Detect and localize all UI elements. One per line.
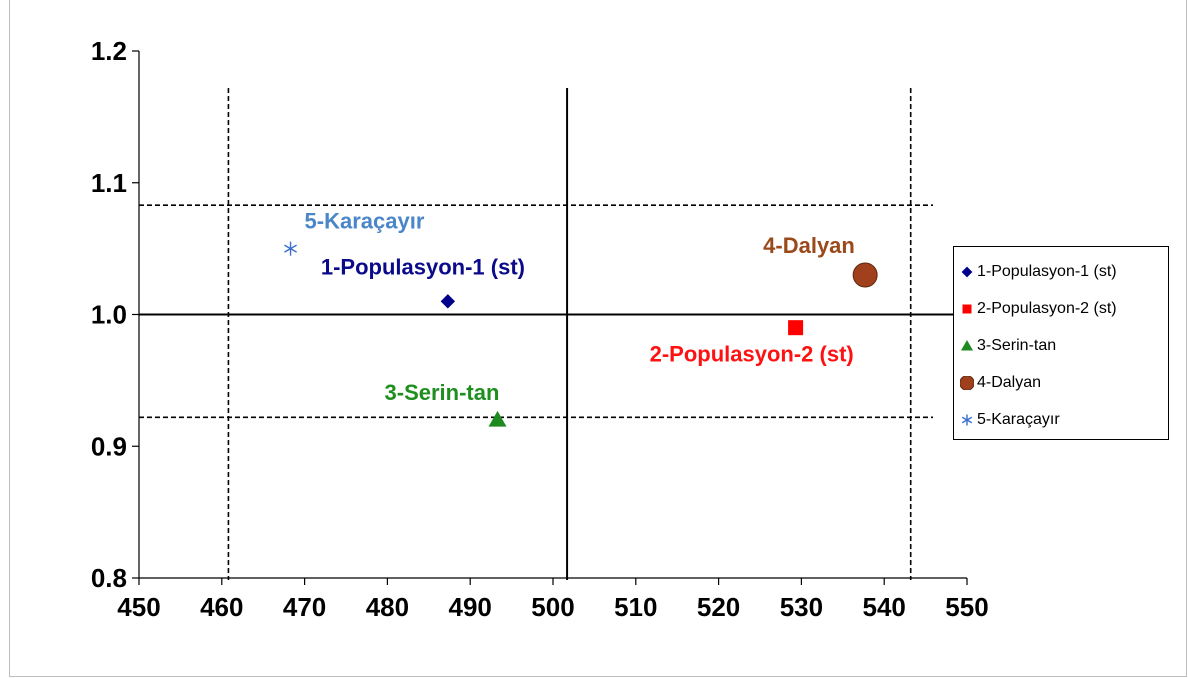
legend: 1-Populasyon-1 (st) 2-Populasyon-2 (st) 3-… [953,246,1169,440]
legend-marker-shape [962,304,972,313]
legend-label: 2-Populasyon-2 (st) [977,299,1117,317]
legend-label: 3-Serin-tan [977,336,1057,354]
point-label-3: 3-Serin-tan [385,380,500,405]
y-tick-label: 1.0 [91,300,127,330]
legend-marker-shape [961,339,973,350]
legend-marker-4 [960,375,974,390]
legend-marker-shape [961,266,973,277]
x-tick-label: 470 [283,592,326,622]
legend-item-3: 3-Serin-tan [954,327,1168,364]
asterisk-stroke [961,416,973,423]
x-tick-label: 550 [945,592,988,622]
legend-marker-shape [961,414,973,425]
x-tick-label: 510 [614,592,657,622]
point-2 [788,320,804,336]
legend-marker-5 [961,414,973,425]
legend-item-4: 4-Dalyan [954,364,1168,401]
point-5 [284,241,297,256]
asterisk-stroke [284,244,297,253]
y-tick-label: 1.2 [91,36,127,66]
x-tick-label: 530 [780,592,823,622]
point-labels: 1-Populasyon-1 (st) 2-Populasyon-2 (st) 3-… [305,209,855,405]
axes [132,50,968,585]
legend-item-1: 1-Populasyon-1 (st) [954,253,1168,290]
legend-item-5: 5-Karaçayır [954,401,1168,438]
x-tick-label: 490 [449,592,492,622]
data-points [284,241,878,427]
y-tick-label: 0.9 [91,431,127,461]
legend-label: 5-Karaçayır [977,410,1060,428]
legend-marker-1 [961,266,973,277]
reference-lines [139,88,967,580]
point-label-2: 2-Populasyon-2 (st) [650,342,854,367]
x-tick-label: 540 [863,592,906,622]
point-1 [440,294,456,309]
y-tick-label: 0.8 [91,563,127,593]
point-label-4: 4-Dalyan [763,233,855,258]
point-label-5: 5-Karaçayır [305,209,425,234]
legend-label: 4-Dalyan [977,373,1042,391]
tick-labels: 0.8 0.9 1.0 1.1 1.2 450 460 470 480 490 500 510 520 5… [91,36,989,622]
x-tick-label: 450 [117,592,160,622]
x-tick-label: 520 [697,592,740,622]
chart-frame [9,0,1187,677]
legend-marker-2 [962,304,972,313]
x-tick-label: 480 [366,592,409,622]
legend-marker-shape [960,375,974,390]
point-4 [852,262,878,288]
x-tick-label: 500 [531,592,574,622]
y-tick-label: 1.1 [91,168,127,198]
point-label-1: 1-Populasyon-1 (st) [321,254,525,279]
legend-marker-3 [961,339,973,350]
x-tick-label: 460 [200,592,243,622]
point-3 [488,410,507,427]
legend-label: 1-Populasyon-1 (st) [977,262,1117,280]
legend-item-2: 2-Populasyon-2 (st) [954,290,1168,327]
